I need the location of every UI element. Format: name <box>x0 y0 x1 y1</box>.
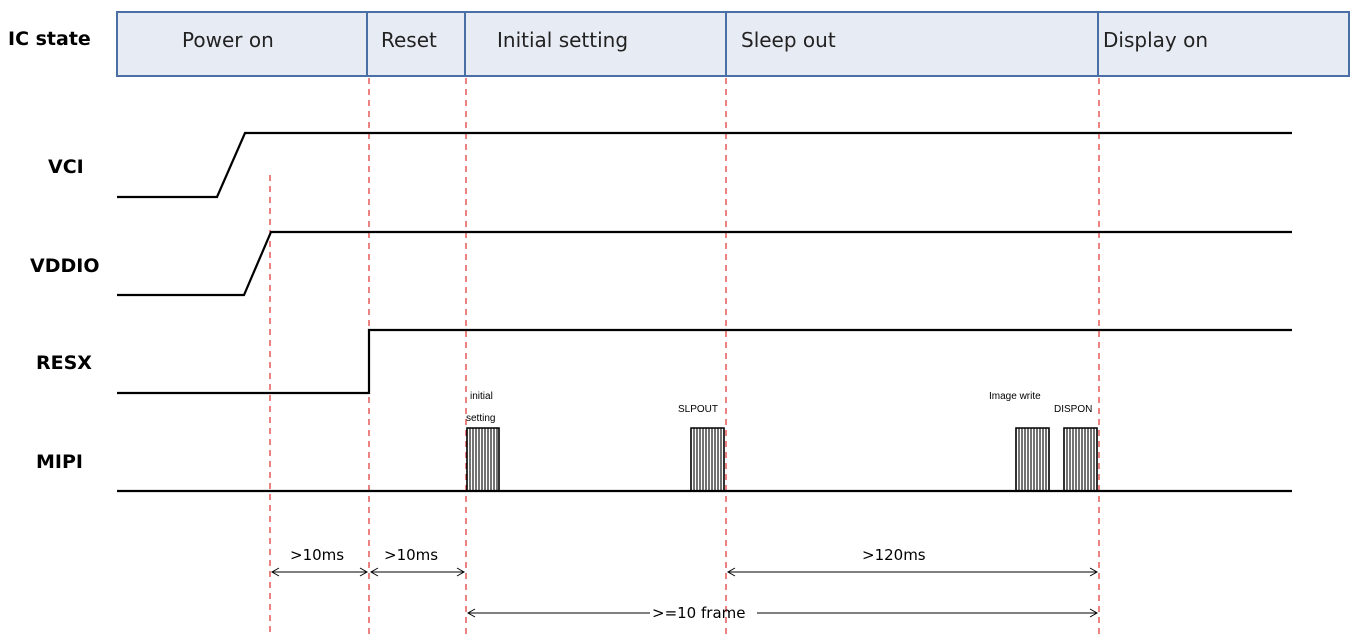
signal-vddio-label: VDDIO <box>30 255 99 277</box>
mipi-dispon-packet <box>1063 427 1098 491</box>
mipi-initial-label: initial <box>470 391 493 402</box>
timing-label-t2: >10ms <box>384 546 438 564</box>
state-initial-setting: Initial setting <box>497 28 628 52</box>
state-power-on: Power on <box>182 28 274 52</box>
state-display-on: Display on <box>1103 28 1208 52</box>
mipi-image-write-packet <box>1015 427 1050 491</box>
resx-waveform <box>117 328 1292 395</box>
vddio-waveform <box>117 230 1292 297</box>
timing-label-t4: >=10 frame <box>652 604 745 622</box>
signal-vci-label: VCI <box>48 156 84 178</box>
mipi-slpout-label: SLPOUT <box>678 404 718 415</box>
mipi-image-write-label: Image write <box>989 391 1041 402</box>
mipi-initial-setting-packet <box>466 427 500 491</box>
timing-label-t1: >10ms <box>290 546 344 564</box>
timing-label-t3: >120ms <box>862 546 926 564</box>
mipi-packets <box>466 427 1098 491</box>
vci-waveform <box>117 131 1292 199</box>
ic-state-bar <box>116 11 1350 77</box>
signal-resx-label: RESX <box>36 352 92 374</box>
timing-arrow <box>466 608 1099 618</box>
timing-arrow <box>726 567 1099 577</box>
state-sleep-out: Sleep out <box>741 28 836 52</box>
timing-arrow <box>369 567 466 577</box>
state-reset: Reset <box>381 28 437 52</box>
signal-mipi-label: MIPI <box>36 451 83 473</box>
mipi-setting-label: setting <box>466 413 495 424</box>
mipi-slpout-packet <box>690 427 725 491</box>
ic-state-label: IC state <box>8 28 91 50</box>
mipi-dispon-label: DISPON <box>1054 404 1092 415</box>
timing-arrow <box>270 567 369 577</box>
